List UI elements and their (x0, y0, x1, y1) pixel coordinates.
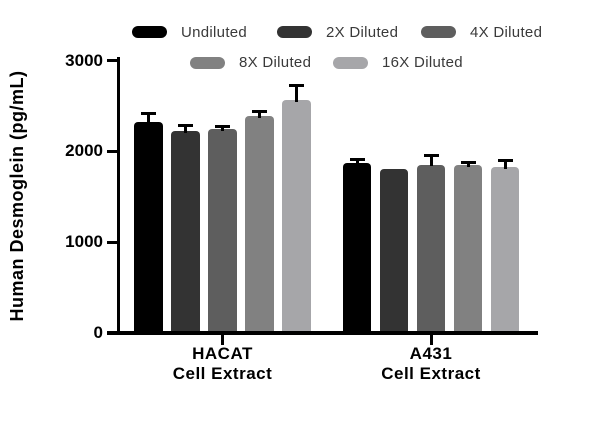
y-tick (107, 240, 117, 244)
bar (208, 128, 237, 335)
x-axis-line (107, 331, 538, 335)
y-axis-title: Human Desmoglein (pg/mL) (7, 70, 27, 322)
y-tick (107, 331, 117, 335)
y-tick (107, 59, 117, 62)
error-bar-cap (215, 125, 230, 129)
x-group-label: A431 Cell Extract (341, 344, 521, 384)
x-group-label-line: Cell Extract (172, 364, 273, 383)
error-bar-cap (349, 157, 365, 161)
legend-swatch (277, 26, 312, 38)
legend-label: Undiluted (181, 23, 248, 41)
bar (342, 162, 372, 335)
y-tick-label: 3000 (65, 50, 103, 70)
x-group-label-line: A431 (409, 344, 453, 363)
legend-item: 2X Diluted (277, 22, 398, 42)
error-bar-line (184, 124, 187, 133)
bar (379, 169, 409, 335)
error-bar-line (466, 162, 470, 167)
bar (282, 100, 311, 335)
x-tick (429, 335, 433, 345)
legend-swatch (333, 56, 368, 69)
bar (453, 164, 483, 335)
x-group-label: HACAT Cell Extract (133, 344, 313, 384)
y-tick (107, 149, 117, 153)
x-group-label-line: Cell Extract (381, 364, 481, 383)
legend-item: Undiluted (132, 22, 247, 42)
error-bar-line (503, 159, 507, 169)
error-bar-line (355, 158, 359, 165)
error-bar-line (258, 111, 261, 119)
bar (490, 166, 520, 335)
legend-swatch (190, 56, 225, 69)
legend-label: 8X Diluted (239, 54, 312, 71)
y-tick-label: 0 (93, 323, 103, 342)
legend-label: 4X Diluted (470, 23, 543, 41)
error-bar-line (295, 84, 298, 102)
x-tick (221, 335, 224, 345)
error-bar-line (429, 154, 433, 167)
error-bar-line (221, 126, 224, 131)
error-bar-cap (423, 153, 439, 157)
error-bar-cap (289, 83, 304, 87)
y-tick-label: 2000 (65, 141, 103, 161)
bar (416, 164, 446, 335)
y-axis-line (117, 57, 120, 335)
legend-item: 8X Diluted (190, 53, 311, 73)
y-tick-label: 1000 (65, 232, 103, 252)
legend-label: 2X Diluted (326, 23, 399, 41)
error-bar-line (147, 113, 150, 125)
bar (134, 122, 163, 335)
error-bar-cap (178, 123, 193, 127)
legend-item: 16X Diluted (333, 53, 463, 73)
bar (245, 116, 274, 335)
legend-item: 4X Diluted (421, 22, 542, 42)
x-group-label-line: HACAT (192, 344, 253, 363)
error-bar-cap (252, 110, 267, 114)
legend-swatch (132, 26, 167, 38)
error-bar-cap (460, 161, 476, 165)
legend-label: 16X Diluted (382, 54, 463, 71)
legend-swatch (421, 26, 456, 38)
error-bar-cap (141, 112, 156, 116)
bar (171, 130, 200, 335)
error-bar-cap (497, 158, 513, 162)
